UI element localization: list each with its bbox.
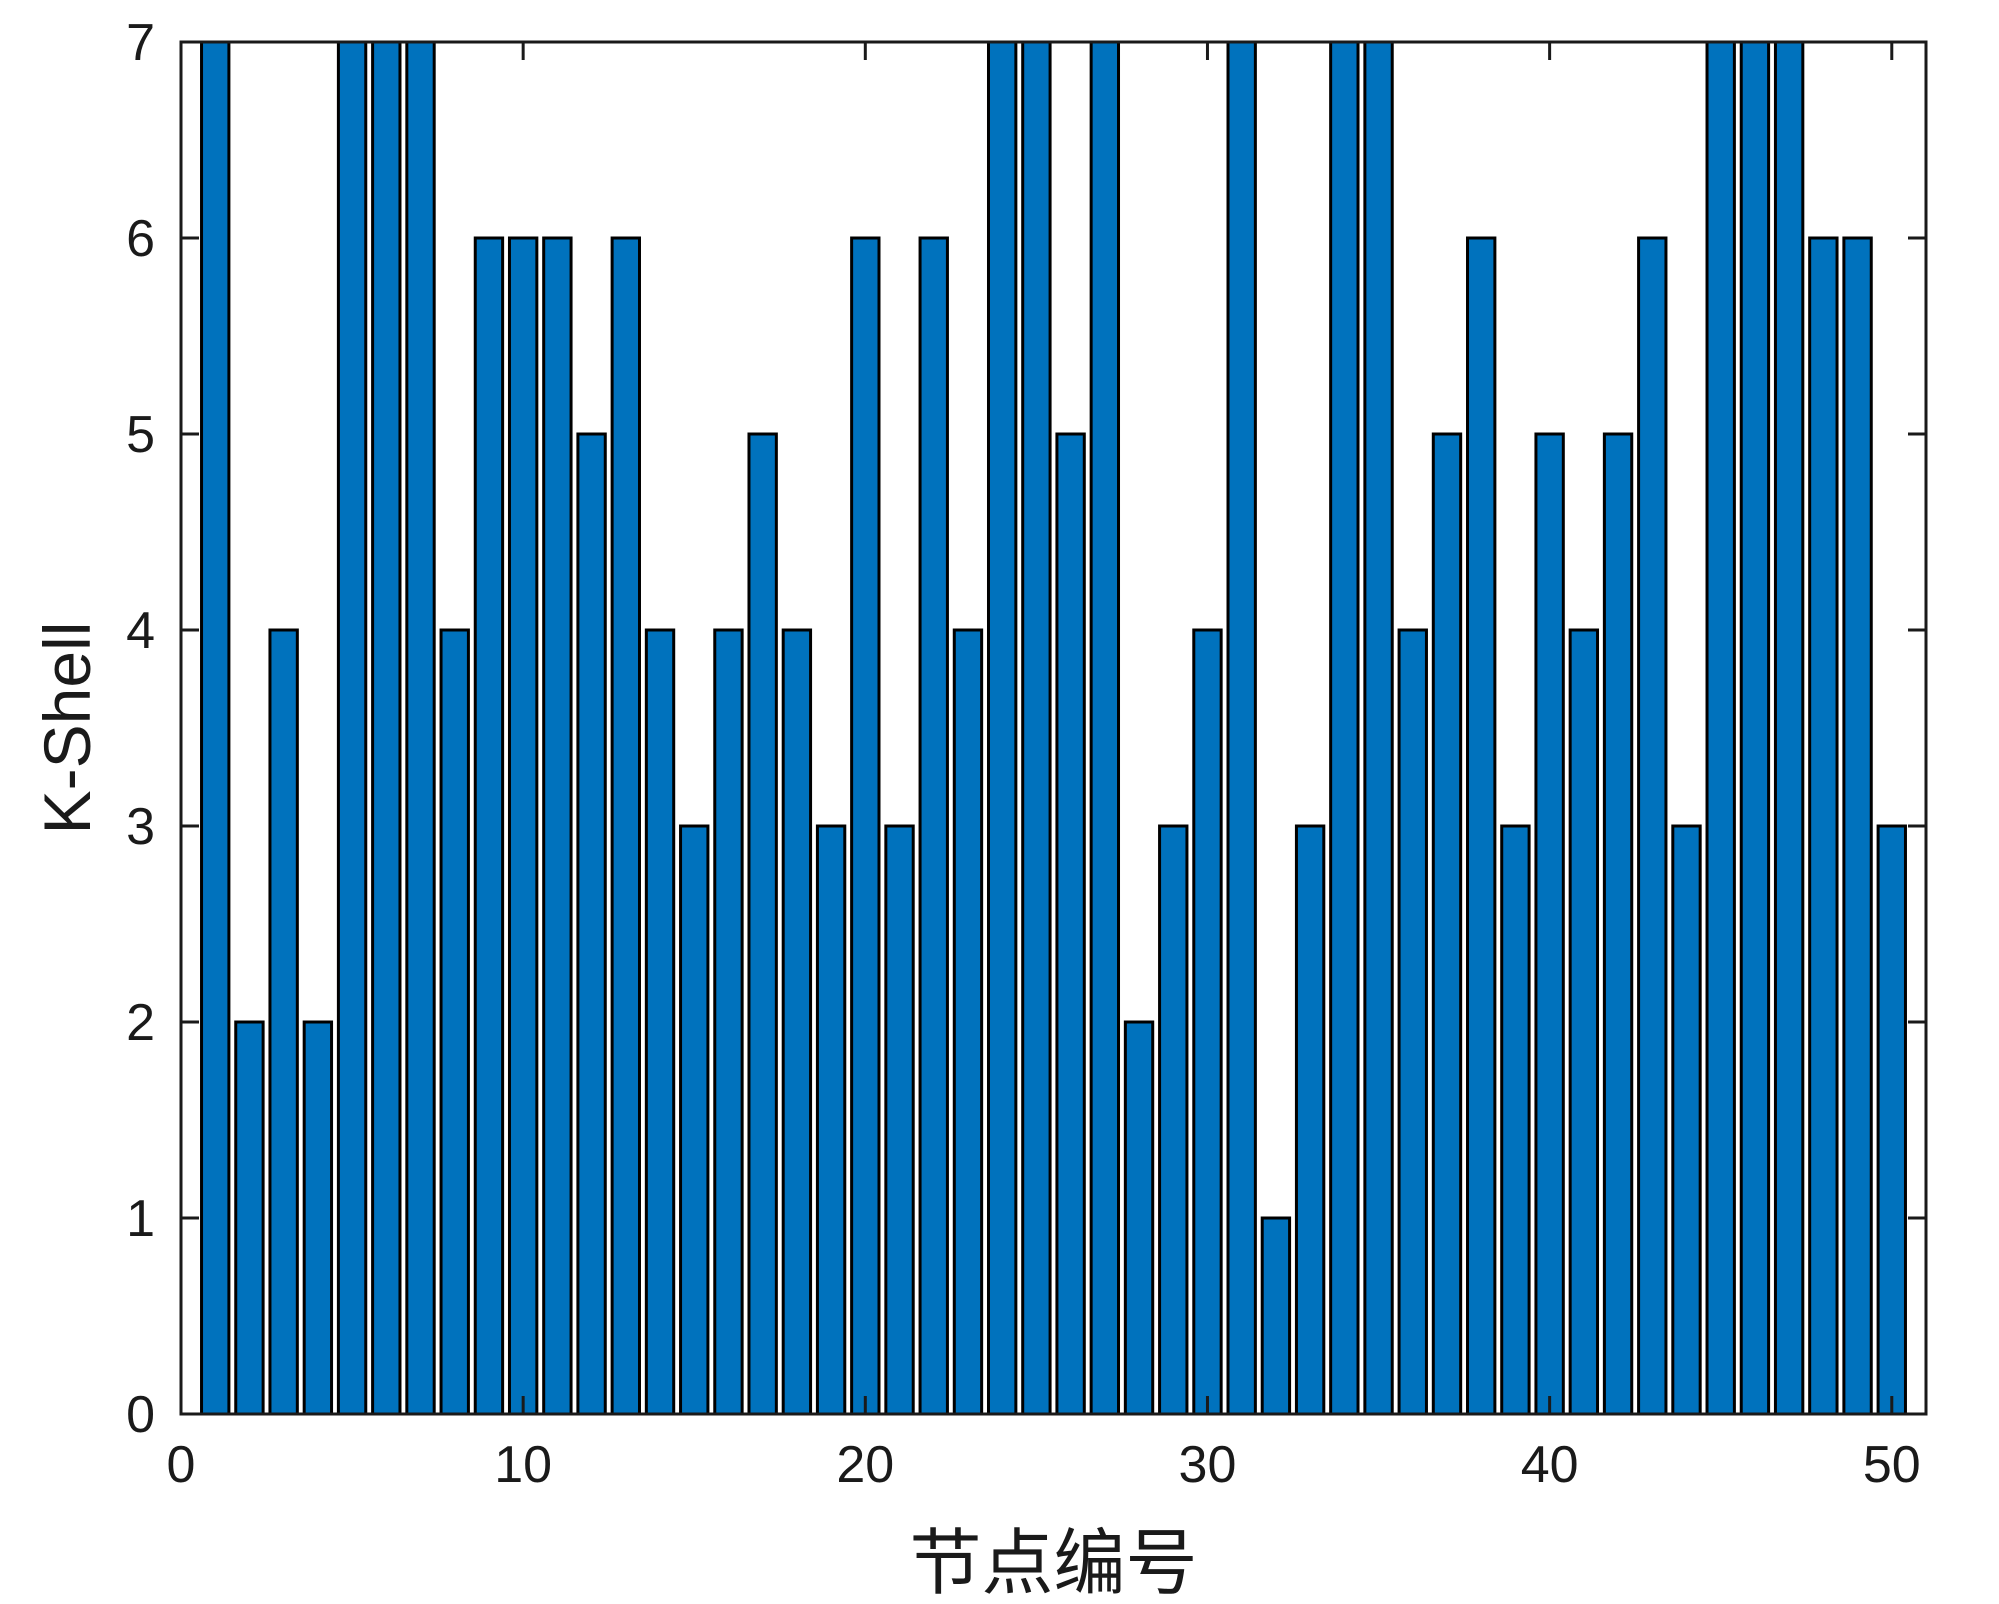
- bar-node-29: [1158, 824, 1189, 1416]
- bar-node-31: [1226, 40, 1257, 1416]
- bar-node-37: [1431, 432, 1463, 1416]
- bar-node-25: [1021, 40, 1052, 1416]
- bar-node-9: [473, 236, 505, 1416]
- bar-node-30: [1192, 628, 1223, 1416]
- x-tick-label-10: 10: [494, 1436, 552, 1494]
- bar-node-6: [371, 40, 402, 1416]
- y-tick-label-4: 4: [126, 602, 155, 660]
- x-tick-label-50: 50: [1863, 1436, 1921, 1494]
- bar-node-26: [1055, 432, 1086, 1416]
- y-tick-label-7: 7: [126, 14, 155, 72]
- bar-node-28: [1123, 1020, 1155, 1416]
- bar-node-23: [952, 628, 984, 1416]
- bar-node-41: [1568, 628, 1600, 1416]
- bar-node-50: [1876, 824, 1907, 1416]
- tick-labels-group: 0 10 20 30 40 50 0 1 2 3 4 5 6 7: [126, 14, 1921, 1494]
- bar-node-36: [1397, 628, 1428, 1416]
- bar-node-18: [781, 628, 813, 1416]
- bar-node-15: [679, 824, 710, 1416]
- bar-node-16: [713, 628, 744, 1416]
- bar-node-42: [1602, 432, 1634, 1416]
- bar-node-3: [268, 628, 299, 1416]
- y-axis-label: K-Shell: [30, 622, 104, 835]
- x-axis-label: 节点编号: [909, 1521, 1197, 1604]
- bar-node-39: [1500, 824, 1531, 1416]
- bar-node-22: [918, 236, 949, 1416]
- bar-node-35: [1363, 40, 1394, 1416]
- bar-node-32: [1260, 1216, 1292, 1416]
- y-tick-label-3: 3: [126, 798, 155, 856]
- bar-node-5: [336, 40, 368, 1416]
- bar-node-19: [815, 824, 847, 1416]
- x-tick-label-30: 30: [1179, 1436, 1237, 1494]
- bar-node-4: [302, 1020, 334, 1416]
- bar-node-45: [1705, 40, 1736, 1416]
- bar-node-49: [1842, 236, 1873, 1416]
- x-tick-label-0: 0: [167, 1436, 196, 1494]
- bar-node-44: [1671, 824, 1702, 1416]
- bar-node-2: [234, 1020, 265, 1416]
- y-tick-label-5: 5: [126, 406, 155, 464]
- bar-node-21: [884, 824, 915, 1416]
- bar-node-38: [1466, 236, 1497, 1416]
- bar-node-14: [644, 628, 676, 1416]
- bar-node-27: [1089, 40, 1121, 1416]
- plot-background: [181, 42, 1926, 1414]
- y-tick-label-1: 1: [126, 1190, 155, 1248]
- bar-node-43: [1637, 236, 1668, 1416]
- bars-group: [200, 40, 1907, 1416]
- bar-node-10: [507, 236, 539, 1416]
- bar-node-1: [200, 40, 231, 1416]
- bar-node-33: [1294, 824, 1326, 1416]
- bar-node-24: [986, 40, 1018, 1416]
- bar-node-7: [405, 40, 436, 1416]
- bar-node-12: [576, 432, 607, 1416]
- plot-frame: [179, 40, 1928, 1416]
- y-tick-label-6: 6: [126, 210, 155, 268]
- y-tick-label-0: 0: [126, 1386, 155, 1444]
- bar-node-34: [1329, 40, 1360, 1416]
- bar-node-40: [1534, 432, 1565, 1416]
- x-tick-label-40: 40: [1521, 1436, 1579, 1494]
- bar-node-48: [1808, 236, 1839, 1416]
- y-tick-label-2: 2: [126, 994, 155, 1052]
- bar-node-8: [439, 628, 470, 1416]
- x-tick-label-20: 20: [836, 1436, 894, 1494]
- bar-node-20: [850, 236, 881, 1416]
- bar-node-17: [747, 432, 778, 1416]
- bar-node-46: [1739, 40, 1771, 1416]
- bar-node-13: [610, 236, 641, 1416]
- bar-node-11: [542, 236, 573, 1416]
- bar-node-47: [1773, 40, 1805, 1416]
